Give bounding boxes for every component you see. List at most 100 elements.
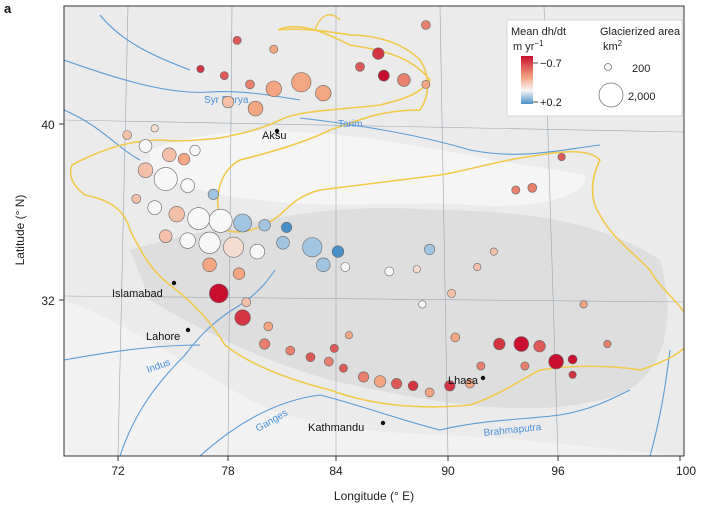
glacier-symbol	[424, 243, 436, 255]
glacier-symbol	[162, 147, 177, 163]
legend-scale-bottom: +0.2	[540, 97, 562, 109]
x-tick-label-84: 84	[329, 464, 343, 478]
glacier-symbol	[189, 144, 201, 156]
glacier-symbol	[339, 363, 348, 373]
glacier-symbol	[377, 69, 390, 82]
glacier-symbol	[421, 80, 431, 89]
city-label-kathmandu: Kathmandu	[308, 422, 364, 434]
meridian-90	[439, 6, 449, 456]
glacier-symbol	[447, 288, 456, 298]
parallel-40	[64, 119, 684, 133]
legend-size-small-label: 200	[632, 63, 650, 75]
glacier-symbol	[391, 378, 403, 390]
glacier-symbol	[263, 321, 274, 332]
glacier-symbol	[603, 339, 612, 348]
glacier-symbol	[355, 62, 365, 72]
river-syr-darya	[64, 59, 301, 101]
glacier-symbol	[138, 139, 153, 153]
glacier-symbol	[209, 283, 229, 304]
x-tick-label-72: 72	[111, 464, 125, 478]
legend-color-bar	[521, 56, 533, 104]
glacier-symbol	[372, 47, 385, 60]
glacier-symbol	[568, 370, 577, 379]
legend: Mean dh/dt Glacierized area m yr−1 km2 −…	[506, 19, 683, 117]
legend-scale-top: −0.7	[540, 58, 562, 70]
tarim-basin	[150, 131, 586, 206]
city-dot-aksu	[274, 128, 280, 134]
glacier-symbol	[424, 387, 435, 398]
glacier-symbol	[473, 262, 482, 271]
cities: Aksu Islamabad Lahore Lhasa Kathmandu	[112, 128, 486, 434]
glacier-symbol	[179, 232, 196, 249]
glacier-symbol	[315, 85, 332, 102]
glacier-symbol	[245, 79, 255, 90]
meridian-72	[117, 6, 129, 456]
city-dot-lhasa	[480, 375, 486, 381]
glacier-symbol	[331, 245, 345, 258]
glacier-symbol	[384, 266, 395, 277]
glacier-symbol	[374, 375, 387, 388]
y-tick-label-40: 40	[41, 118, 55, 132]
glacier-symbol	[208, 208, 233, 233]
glacier-symbol	[219, 71, 229, 80]
city-dot-kathmandu	[380, 420, 386, 426]
glacier-symbol	[221, 95, 235, 109]
legend-title-area: Glacierized area	[600, 26, 681, 38]
glacier-symbol	[421, 20, 431, 30]
glacier-symbol	[557, 153, 566, 162]
map-body: Syr Darya Tarim Indus Ganges Brahmaputra…	[64, 6, 684, 456]
x-tick-label-96: 96	[551, 464, 565, 478]
glacier-symbol	[450, 332, 461, 343]
legend-size-large-label: 2,000	[628, 91, 656, 103]
glacier-symbol	[397, 73, 411, 87]
river-amu	[64, 109, 141, 161]
glacier-symbol	[329, 343, 339, 353]
glacier-symbol	[122, 130, 132, 140]
legend-unit-area: km2	[603, 39, 623, 53]
glacier-symbol	[265, 80, 282, 97]
glacier-symbol	[276, 236, 290, 250]
glacier-symbol	[180, 178, 195, 193]
glacier-symbol	[196, 65, 205, 74]
glacier-symbol	[202, 257, 217, 272]
city-dot-islamabad	[171, 280, 177, 286]
plateau-shading	[130, 208, 668, 409]
legend-title-dhdt: Mean dh/dt	[511, 26, 566, 38]
river-tarim	[299, 117, 601, 155]
river-ganges	[199, 394, 441, 456]
panel-label: a	[4, 1, 12, 16]
river-west	[64, 344, 201, 361]
glacier-symbol	[493, 337, 506, 351]
graticule	[64, 6, 684, 456]
parallel-32	[64, 295, 684, 303]
city-label-aksu: Aksu	[262, 130, 286, 142]
y-axis: 40 32 Latitude (° N)	[13, 118, 64, 308]
glacier-symbol	[418, 300, 427, 309]
glacier-region-outline	[69, 25, 684, 408]
glacier-symbol	[305, 352, 316, 363]
glacier-symbol	[476, 361, 486, 371]
glacier-outline-north	[314, 14, 341, 31]
glacier-symbol	[198, 231, 221, 254]
glacier-symbol	[232, 36, 242, 45]
city-dot-lahore	[185, 327, 191, 333]
glacier-symbol	[465, 378, 475, 389]
x-axis: 72 78 84 90 96 100 Longitude (° E)	[111, 456, 696, 503]
x-axis-label: Longitude (° E)	[334, 489, 414, 503]
glacier-symbol	[223, 236, 244, 258]
legend-size-large	[598, 82, 624, 108]
city-label-lahore: Lahore	[146, 331, 180, 343]
glacier-symbol	[489, 247, 498, 256]
glacier-symbol	[344, 331, 353, 340]
map-frame	[63, 5, 685, 457]
glacier-symbol	[533, 340, 546, 353]
rivers	[64, 14, 671, 456]
glacier-symbol	[241, 297, 252, 308]
glacier-symbol	[513, 336, 529, 352]
river-north	[99, 14, 191, 71]
glacier-symbol	[147, 200, 162, 215]
glacier-symbol	[407, 380, 419, 391]
glacier-symbol	[358, 371, 370, 383]
glacier-symbol	[177, 153, 191, 166]
